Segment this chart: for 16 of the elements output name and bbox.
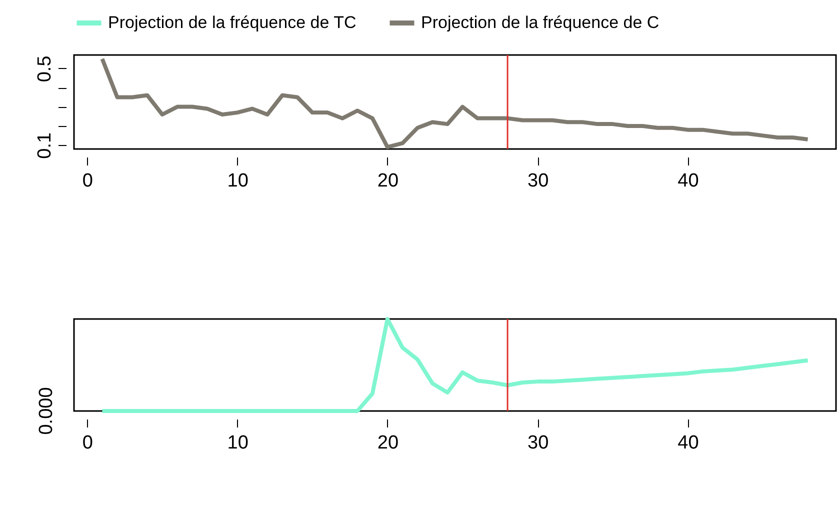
line-series	[100, 56, 810, 149]
x-tick-label: 40	[678, 170, 699, 192]
y-tick-label: 0.5	[34, 56, 56, 82]
x-tick-label: 40	[678, 432, 699, 454]
legend-label: Projection de la fréquence de C	[421, 13, 660, 32]
text: 0.000	[36, 387, 57, 435]
y-tick-label: 0.1	[34, 132, 56, 159]
x-tick-label: 20	[377, 170, 399, 192]
x-tick-label: 10	[227, 432, 248, 454]
x-tick-label: 30	[527, 432, 549, 454]
x-tick-label: 20	[377, 432, 399, 454]
x-tick-label: 0	[82, 170, 93, 192]
x-tick-label: 0	[82, 432, 93, 454]
legend-label: Projection de la fréquence de TC	[108, 13, 356, 32]
x-tick-label: 30	[527, 170, 549, 192]
x-tick-label: 10	[227, 170, 248, 192]
